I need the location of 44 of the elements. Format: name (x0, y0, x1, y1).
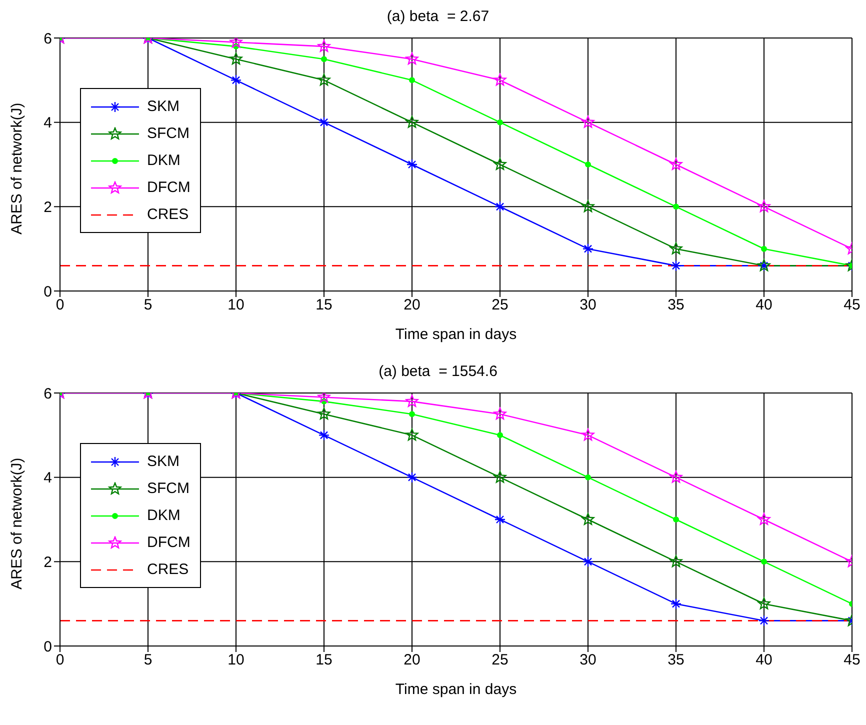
x-tick-label: 5 (144, 296, 152, 314)
x-tick-label: 5 (144, 652, 152, 669)
legend-label: DFCM (147, 179, 190, 196)
legend-label: DKM (147, 152, 180, 169)
x-tick-label: 40 (756, 296, 772, 314)
x-axis-title: Time span in days (395, 681, 517, 698)
legend-label: SFCM (147, 125, 190, 142)
x-tick-label: 45 (844, 652, 860, 669)
x-tick-label: 0 (56, 652, 64, 669)
legend-label: SKM (147, 453, 180, 470)
y-tick-label: 4 (44, 470, 52, 487)
y-tick-label: 0 (44, 638, 52, 656)
legend-label: CRES (147, 206, 189, 223)
x-tick-label: 35 (668, 296, 684, 314)
y-tick-label: 2 (44, 554, 52, 571)
x-tick-label: 30 (580, 296, 596, 314)
x-tick-label: 30 (580, 652, 596, 669)
y-axis-title: ARES of network(J) (8, 102, 26, 234)
y-axis-title: ARES of network(J) (8, 458, 26, 590)
chart-title: (a) beta = 1554.6 (378, 363, 498, 382)
x-tick-label: 35 (668, 652, 684, 669)
x-tick-label: 15 (316, 296, 332, 314)
legend-label: DFCM (147, 534, 190, 551)
x-tick-label: 45 (844, 296, 860, 314)
y-tick-label: 2 (44, 198, 52, 216)
x-tick-label: 15 (316, 652, 332, 669)
x-axis-title: Time span in days (395, 326, 517, 343)
y-tick-label: 6 (44, 30, 52, 48)
chart-title: (a) beta = 2.67 (386, 8, 490, 27)
y-tick-label: 4 (44, 114, 52, 132)
legend-label: CRES (147, 561, 189, 578)
x-tick-label: 10 (228, 652, 244, 669)
y-tick-label: 0 (44, 283, 52, 300)
legend-label: SKM (147, 98, 180, 115)
legend-label: SFCM (147, 480, 190, 497)
y-tick-label: 6 (44, 385, 52, 402)
x-tick-label: 0 (56, 296, 64, 314)
x-tick-label: 20 (404, 652, 420, 669)
x-tick-label: 20 (404, 296, 420, 314)
legend-label: DKM (147, 507, 180, 524)
x-tick-label: 25 (492, 652, 508, 669)
x-tick-label: 10 (228, 296, 244, 314)
x-tick-label: 25 (492, 296, 508, 314)
x-tick-label: 40 (756, 652, 772, 669)
